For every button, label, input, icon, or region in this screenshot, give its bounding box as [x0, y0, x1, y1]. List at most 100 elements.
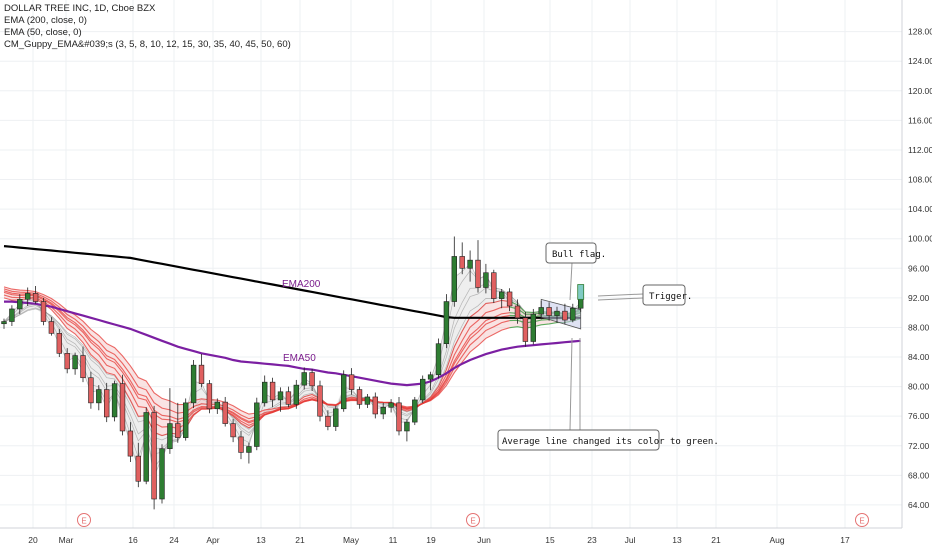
candle [562, 303, 568, 325]
fast-ribbon-line [3, 287, 581, 449]
price-tick-label: 76.00 [908, 411, 930, 421]
candle-body [451, 256, 457, 302]
green-note-callout: Average line changed its color to green. [497, 337, 719, 451]
candle-body [32, 293, 39, 302]
price-tick-label: 120.00 [908, 86, 932, 96]
candle [32, 286, 39, 304]
candle-body [364, 396, 371, 405]
time-tick-label: 20 [28, 535, 38, 545]
candle-body [246, 446, 252, 453]
price-tick-label: 108.00 [908, 175, 932, 185]
candle [309, 368, 315, 392]
candle-body [419, 378, 426, 401]
candle-body [546, 307, 552, 316]
candle-body [214, 401, 220, 410]
candle [293, 379, 299, 409]
candle-body [317, 385, 323, 417]
candle-body [293, 384, 299, 405]
green-note-text: Average line changed its color to green. [502, 437, 719, 447]
time-axis[interactable]: 20 Mar 16 24 Apr 13 21 May 11 19 Jun 15 23 Jul 13 21 Aug… [0, 527, 902, 545]
candle [151, 405, 157, 510]
candle [127, 422, 134, 463]
candle-body [325, 415, 331, 427]
legend-ema200[interactable]: EMA (200, close, 0) [4, 15, 87, 26]
candle-body [167, 423, 173, 450]
candle [325, 410, 331, 431]
price-tick-label: 84.00 [908, 352, 930, 362]
candle [214, 398, 220, 414]
earnings-marker[interactable] [466, 513, 480, 527]
earnings-marker-label: E [859, 517, 864, 526]
earnings-marker[interactable] [77, 513, 91, 527]
price-tick-label: 100.00 [908, 234, 932, 244]
legend-ema50[interactable]: EMA (50, close, 0) [4, 27, 82, 38]
candle-body [301, 372, 307, 386]
candle-body [356, 389, 363, 405]
candle-body [72, 355, 78, 370]
candle-body [467, 259, 473, 269]
candle [135, 442, 141, 488]
earnings-marker[interactable] [855, 513, 869, 527]
price-tick-label: 128.00 [908, 27, 932, 37]
candle-body [88, 377, 94, 404]
candle [498, 288, 505, 309]
price-tick-label: 72.00 [908, 441, 930, 451]
candle [80, 346, 86, 383]
candle-body [159, 448, 165, 500]
candle-body [206, 383, 213, 410]
candle-body [230, 423, 236, 438]
legend-guppy[interactable]: CM_Guppy_EMA&#039;s (3, 5, 8, 10, 12, 15… [4, 39, 291, 50]
candle-body [396, 402, 402, 432]
candle [301, 367, 307, 390]
candle-body [404, 421, 410, 432]
candle-body [198, 364, 205, 384]
candle-body [111, 383, 118, 418]
ema50-line [4, 300, 581, 387]
candle-body [562, 310, 568, 321]
candle [96, 385, 102, 411]
earnings-marker-label: E [470, 517, 475, 526]
candle [364, 393, 371, 409]
candle-body [309, 372, 315, 387]
candle [190, 359, 197, 409]
candle-body [506, 291, 513, 307]
candle [514, 299, 521, 324]
ema-lines [3, 245, 582, 387]
candle-body [222, 401, 228, 424]
candle [1, 318, 7, 329]
candle-body [17, 299, 23, 310]
price-axis[interactable]: 64.00 68.00 72.00 76.00 80.00 84.00 88.00 92.00… [901, 0, 932, 528]
candle [9, 305, 15, 326]
candle-body [388, 402, 394, 408]
candle [254, 397, 260, 451]
candle [570, 303, 576, 323]
candle [167, 388, 173, 454]
time-tick-label: 23 [587, 535, 597, 545]
candle [427, 371, 434, 391]
candle [317, 380, 323, 422]
candle [396, 396, 402, 436]
slow-ribbon-fill [4, 286, 581, 436]
candle-body [522, 317, 529, 342]
candle-body [24, 293, 31, 300]
candle [380, 402, 386, 420]
candle [175, 402, 181, 443]
candle [467, 250, 473, 282]
time-tick-label: 21 [711, 535, 721, 545]
time-tick-label: 15 [545, 535, 555, 545]
candle [435, 338, 442, 379]
candle-body [80, 355, 86, 379]
candle [388, 399, 394, 413]
candle [372, 392, 378, 419]
candle-body [412, 399, 418, 423]
trigger-text: Trigger. [649, 292, 692, 302]
candle-body [372, 396, 378, 415]
bull-flag-callout: Bull flag. [545, 242, 606, 301]
legend-title: DOLLAR TREE INC, 1D, Cboe BZX [4, 3, 156, 14]
candle-body [56, 333, 63, 354]
candle-body [64, 353, 70, 370]
price-tick-label: 116.00 [908, 115, 932, 125]
candle [222, 396, 228, 427]
